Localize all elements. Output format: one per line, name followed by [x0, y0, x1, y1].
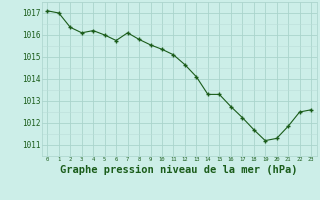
X-axis label: Graphe pression niveau de la mer (hPa): Graphe pression niveau de la mer (hPa): [60, 165, 298, 175]
